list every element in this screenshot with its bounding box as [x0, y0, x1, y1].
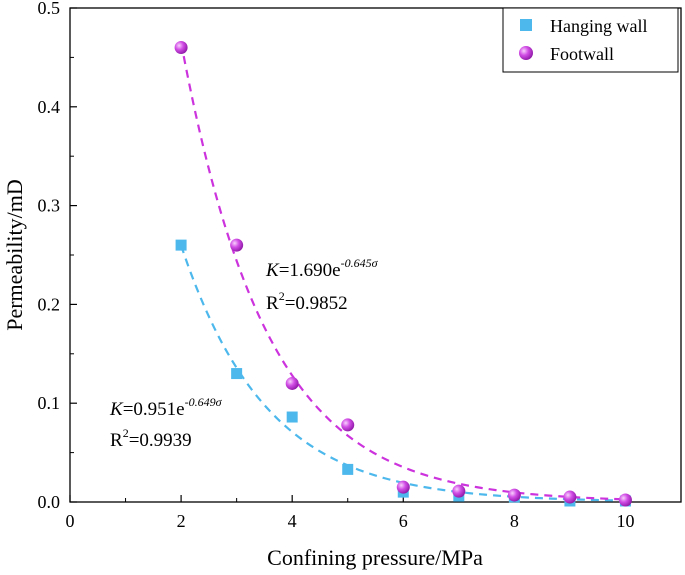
- y-tick-label: 0.5: [38, 0, 61, 18]
- svg-text:K=0.951e-0.649σ: K=0.951e-0.649σ: [109, 395, 223, 420]
- footwall-r2-prefix: R: [266, 293, 279, 314]
- hanging-r2-value: =0.9939: [129, 430, 192, 451]
- svg-text:R2=0.9852: R2=0.9852: [266, 289, 348, 314]
- footwall-point: [396, 480, 410, 494]
- x-tick-label: 8: [510, 511, 519, 531]
- footwall-point: [285, 376, 299, 390]
- footwall-eq-k: K: [265, 260, 280, 281]
- fit-curves: [180, 42, 626, 502]
- x-tick-label: 0: [66, 511, 75, 531]
- hanging-wall-point: [175, 239, 187, 251]
- footwall-fit-equation: K=1.690e-0.645σ R2=0.9852: [265, 256, 379, 314]
- footwall-point: [174, 41, 188, 55]
- x-tick-label: 2: [177, 511, 186, 531]
- hanging-wall-point: [342, 463, 354, 475]
- legend: Hanging wall Footwall: [502, 7, 679, 73]
- x-axis-title: Confining pressure/MPa: [267, 545, 483, 570]
- footwall-r2-sup: 2: [279, 289, 285, 303]
- y-tick-label: 0.3: [38, 196, 61, 216]
- footwall-point: [618, 493, 632, 507]
- hanging-eq-k: K: [109, 399, 124, 420]
- y-tick-label: 0.4: [38, 97, 61, 117]
- footwall-r2-value: =0.9852: [285, 293, 348, 314]
- legend-marker-hanging-wall: [520, 19, 532, 31]
- x-tick-label: 6: [399, 511, 408, 531]
- footwall-point: [230, 238, 244, 252]
- hanging-wall-point: [231, 368, 243, 380]
- hanging-wall-point: [286, 411, 298, 423]
- x-tick-label: 10: [616, 511, 634, 531]
- data-markers: [174, 41, 632, 507]
- axis-ticks: 0 2 4 6 8 10 0.0 0.1 0.2 0.3 0.4 0.5: [38, 0, 635, 531]
- legend-box: [502, 7, 679, 73]
- svg-text:R2=0.9939: R2=0.9939: [110, 426, 192, 451]
- footwall-point: [563, 490, 577, 504]
- y-tick-label: 0.1: [38, 393, 61, 413]
- footwall-eq-exp: -0.645σ: [341, 256, 379, 270]
- svg-text:K=1.690e-0.645σ: K=1.690e-0.645σ: [265, 256, 379, 281]
- legend-label-footwall: Footwall: [550, 44, 614, 64]
- hanging-wall-fit-line: [180, 245, 626, 502]
- y-tick-label: 0.2: [38, 294, 61, 314]
- hanging-eq-rest: =0.951e: [123, 399, 185, 420]
- hanging-r2-prefix: R: [110, 430, 123, 451]
- legend-marker-footwall: [519, 46, 533, 60]
- y-tick-label: 0.0: [38, 492, 61, 512]
- legend-label-hanging-wall: Hanging wall: [550, 16, 647, 36]
- footwall-point: [341, 418, 355, 432]
- plot-frame: [69, 7, 682, 503]
- footwall-fit-line: [180, 42, 626, 501]
- y-axis-title: Permeability/mD: [2, 179, 27, 331]
- footwall-point: [452, 484, 466, 498]
- x-tick-label: 4: [288, 511, 297, 531]
- hanging-wall-fit-equation: K=0.951e-0.649σ R2=0.9939: [109, 395, 223, 451]
- footwall-eq-rest: =1.690e: [279, 260, 341, 281]
- footwall-point: [507, 488, 521, 502]
- hanging-r2-sup: 2: [123, 426, 129, 440]
- hanging-eq-exp: -0.649σ: [185, 395, 223, 409]
